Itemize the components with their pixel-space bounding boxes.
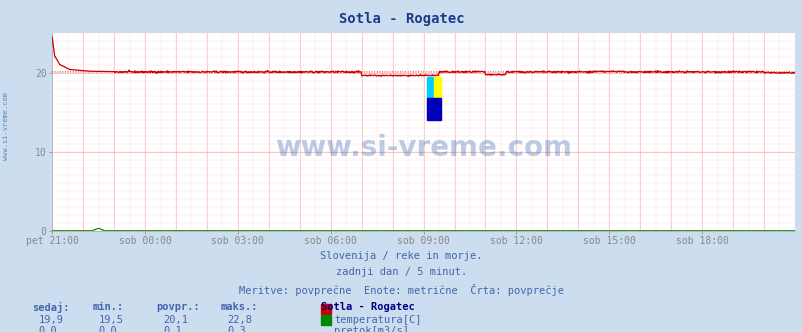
Text: Sotla - Rogatec: Sotla - Rogatec: [321, 302, 415, 312]
Text: 19,5: 19,5: [99, 315, 124, 325]
Text: 0,0: 0,0: [99, 326, 117, 332]
Text: Slovenija / reke in morje.: Slovenija / reke in morje.: [320, 251, 482, 261]
Text: 0,0: 0,0: [38, 326, 57, 332]
Text: www.si-vreme.com: www.si-vreme.com: [3, 92, 10, 160]
Text: 22,8: 22,8: [227, 315, 252, 325]
Text: 0,1: 0,1: [163, 326, 181, 332]
Text: povpr.:: povpr.:: [156, 302, 200, 312]
Text: sedaj:: sedaj:: [32, 302, 70, 313]
Bar: [433, 77, 440, 98]
Text: Meritve: povprečne  Enote: metrične  Črta: povprečje: Meritve: povprečne Enote: metrične Črta:…: [239, 284, 563, 296]
Text: maks.:: maks.:: [221, 302, 258, 312]
Text: 0,3: 0,3: [227, 326, 245, 332]
Text: pretok[m3/s]: pretok[m3/s]: [334, 326, 408, 332]
Text: www.si-vreme.com: www.si-vreme.com: [275, 134, 571, 162]
Text: zadnji dan / 5 minut.: zadnji dan / 5 minut.: [335, 267, 467, 277]
Text: 20,1: 20,1: [163, 315, 188, 325]
Text: min.:: min.:: [92, 302, 124, 312]
Text: temperatura[C]: temperatura[C]: [334, 315, 421, 325]
Bar: [427, 77, 433, 98]
Text: Sotla - Rogatec: Sotla - Rogatec: [338, 12, 464, 26]
Bar: [433, 98, 440, 120]
Bar: [427, 98, 433, 120]
Text: 19,9: 19,9: [38, 315, 63, 325]
